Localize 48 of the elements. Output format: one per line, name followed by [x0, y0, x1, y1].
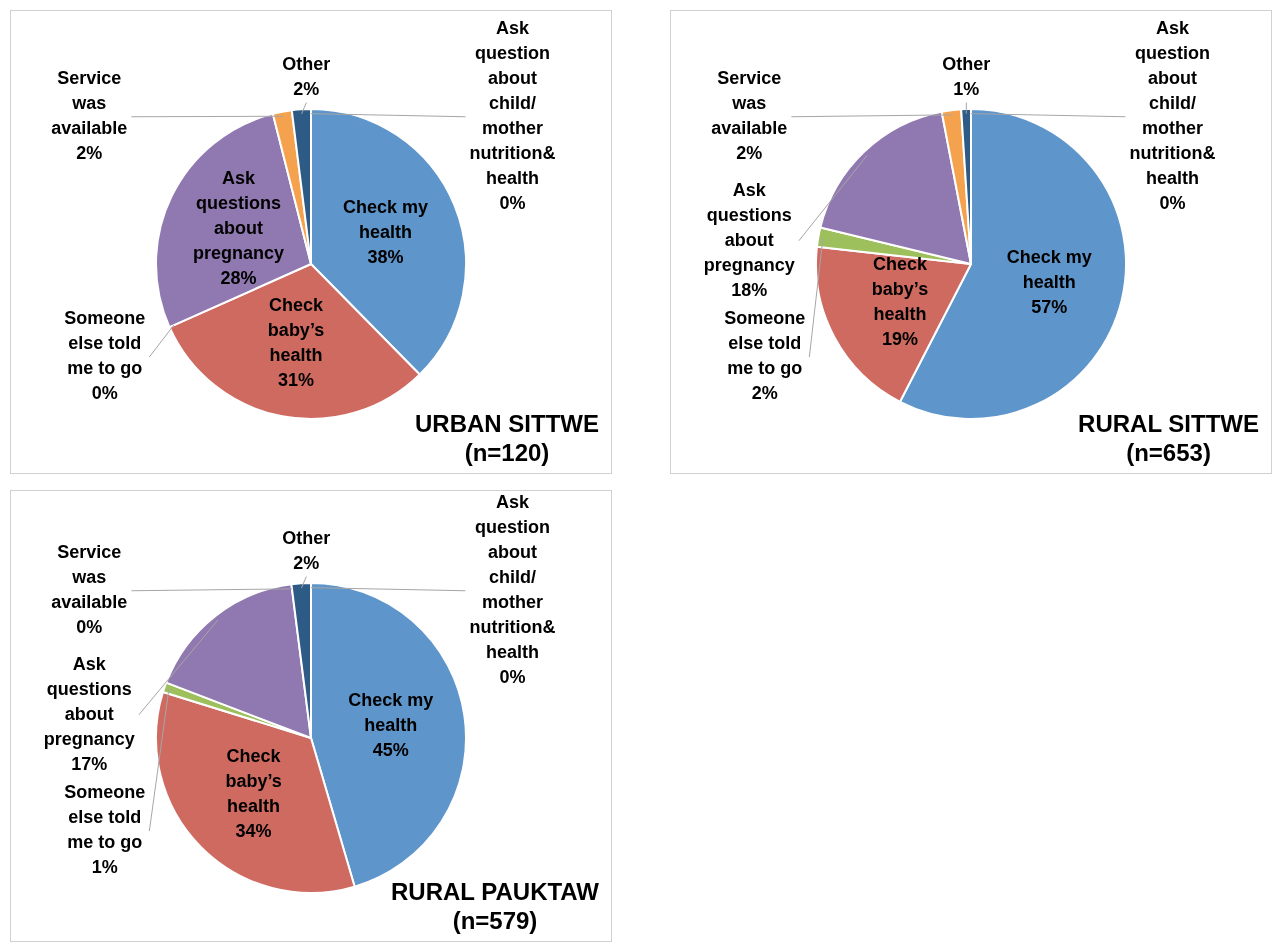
data-label: 2% — [293, 553, 320, 574]
slice-label: Service was available — [711, 68, 788, 139]
data-label: 57% — [1031, 296, 1068, 317]
category-label: Ask question about child/ mother nutrition& health — [469, 492, 556, 663]
data-label: 2% — [76, 143, 103, 164]
text: (n=579) — [452, 907, 538, 934]
slice-label: Other — [282, 54, 331, 75]
text: 0% — [499, 667, 526, 688]
text: RURAL SITTWE — [1078, 410, 1259, 437]
data-label: 1% — [91, 857, 118, 878]
slice-label: Ask questions about pregnancy — [192, 167, 284, 263]
data-label: 18% — [731, 279, 768, 300]
data-label: 2% — [293, 79, 320, 100]
text: 0% — [1159, 193, 1186, 214]
slice-label: Someone else told me to go — [64, 782, 146, 853]
text: (n=653) — [1126, 439, 1211, 466]
slice-label: Other — [282, 528, 331, 549]
category-label: Ask question about child/ mother nutrition& health — [1129, 18, 1216, 189]
data-label: 2% — [751, 383, 778, 404]
slice-label: Someone else told me to go — [724, 308, 806, 379]
data-label: 45% — [372, 740, 409, 761]
data-label: 2% — [736, 143, 763, 164]
slice-label: Check baby’s health — [871, 253, 929, 324]
slice-label: Check my health — [348, 690, 434, 736]
data-label: 28% — [220, 267, 257, 288]
data-label: 34% — [235, 821, 272, 842]
slice-label: Ask questions about pregnancy — [703, 179, 795, 275]
data-label: 31% — [278, 369, 315, 390]
slice-label: Check baby’s health — [267, 294, 325, 365]
slice-label: Check baby’s health — [225, 746, 282, 817]
slice-label: Check my health — [1006, 246, 1092, 292]
text: 0% — [499, 193, 526, 214]
text: (n=120) — [464, 439, 550, 466]
data-label: 38% — [367, 247, 404, 268]
slice-label: Other — [942, 54, 991, 75]
data-label: 1% — [953, 79, 980, 100]
text: 0% — [91, 383, 118, 404]
text: RURAL PAUKTAW — [391, 878, 599, 905]
text: 0% — [76, 617, 103, 638]
slice-label: Ask questions about pregnancy — [43, 653, 135, 749]
slice-label: Check my health — [343, 197, 429, 243]
text: URBAN SITTWE — [415, 410, 599, 437]
data-label: 17% — [71, 753, 108, 774]
data-label: 19% — [881, 328, 918, 349]
legend-label: Someone else told me to go — [64, 308, 146, 379]
slice-label: Service was available — [51, 68, 128, 139]
category-label: Service was available — [51, 542, 128, 613]
category-label: Ask question about child/ mother nutrition& health — [469, 18, 556, 189]
